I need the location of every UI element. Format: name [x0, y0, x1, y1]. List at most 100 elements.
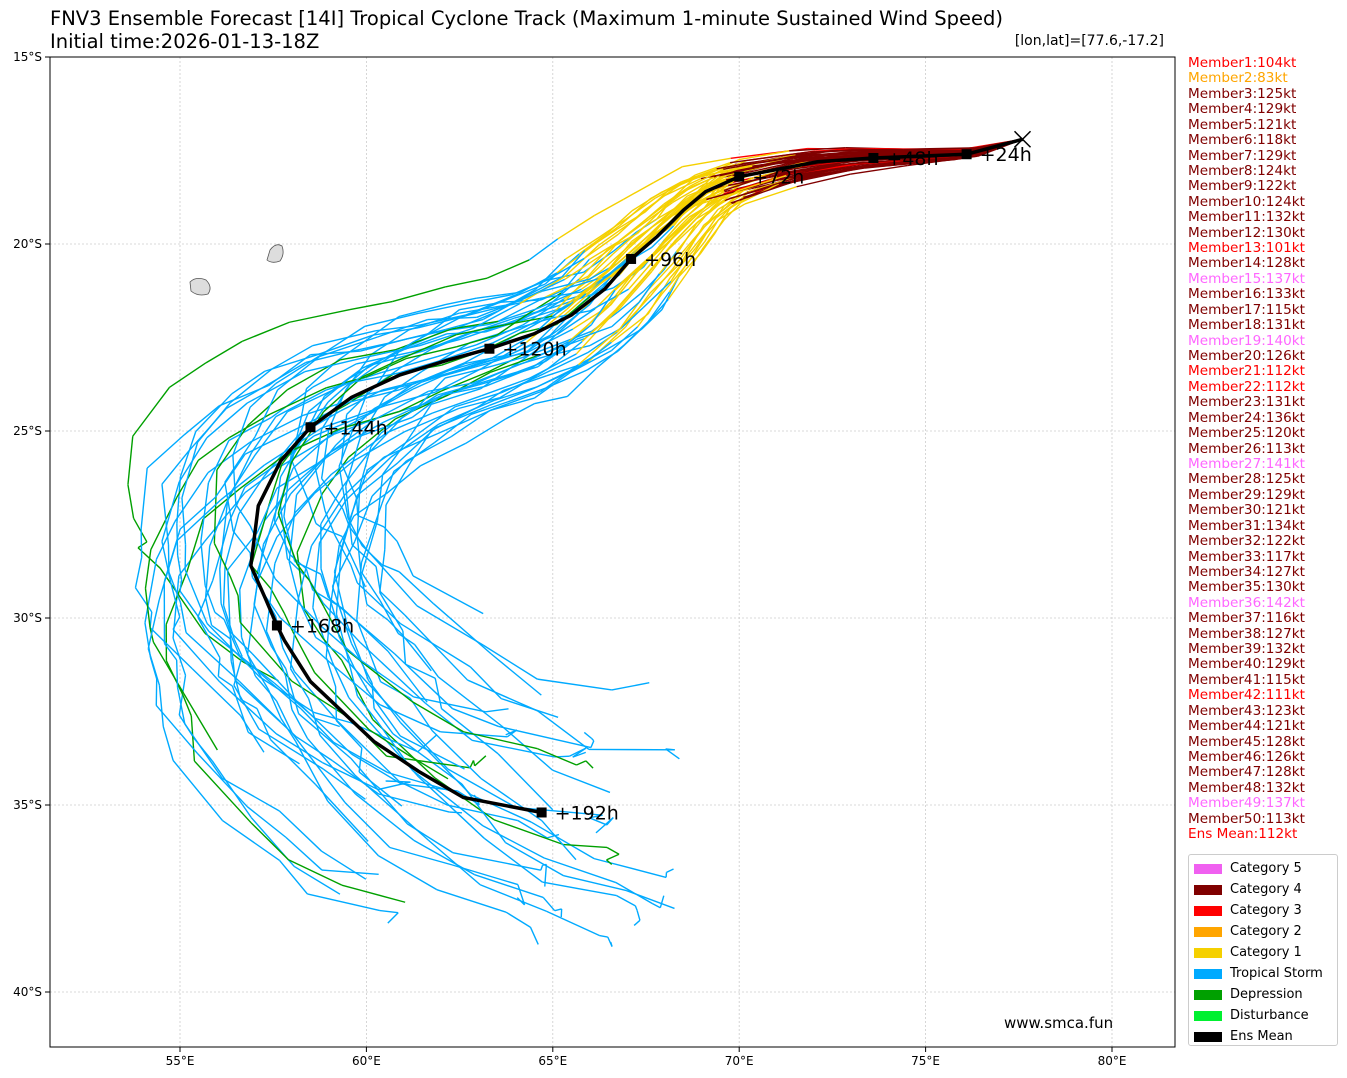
member-track-segment [364, 312, 419, 327]
member-track-segment [289, 598, 300, 669]
member-track-segment [408, 406, 456, 442]
member-track-segment [447, 768, 517, 809]
member-track-segment [644, 206, 677, 227]
member-track-segment [273, 520, 291, 556]
member-track-segment [228, 416, 273, 442]
member-track-segment [179, 579, 183, 592]
member-track-segment [332, 760, 379, 795]
member-track-segment [279, 437, 304, 478]
member-track-segment [686, 247, 704, 274]
member-track-segment [356, 562, 363, 620]
member-track-segment [350, 642, 373, 684]
member-track-segment [379, 592, 404, 632]
member-track-segment [254, 675, 278, 702]
y-tick-label: 40°S [13, 985, 42, 999]
member-track-segment [686, 179, 727, 197]
member-track-segment [450, 409, 491, 438]
member-entry: Member9:122kt [1188, 178, 1297, 195]
member-track-segment [393, 442, 435, 472]
member-track-segment [611, 280, 642, 316]
member-track-segment [649, 261, 682, 294]
member-track-segment [222, 605, 236, 640]
member-track-segment [387, 912, 399, 924]
member-track-segment [611, 682, 648, 691]
member-track-segment [563, 875, 627, 892]
member-track-segment [528, 238, 559, 261]
member-track-segment [494, 391, 541, 410]
x-tick-label: 70°E [725, 1054, 754, 1068]
chart-subtitle: Initial time:2026-01-13-18Z [50, 30, 320, 53]
initial-position-marker [1013, 130, 1032, 148]
member-track-segment [165, 663, 185, 694]
member-track-segment [647, 277, 671, 315]
member-track-segment [404, 614, 469, 681]
member-track-segment [220, 603, 232, 633]
member-track-segment [322, 527, 343, 538]
member-track-segment [179, 496, 216, 530]
member-track-segment [313, 412, 370, 437]
member-track-segment [461, 783, 507, 844]
member-entry: Member7:129kt [1188, 147, 1297, 164]
member-track-segment [633, 919, 641, 926]
member-track-segment [658, 249, 681, 275]
member-track-segment [593, 857, 667, 879]
member-track-segment [682, 157, 731, 168]
legend-label: Category 1 [1230, 945, 1302, 960]
member-track-segment [560, 250, 586, 279]
member-track-segment [350, 722, 419, 753]
member-entry: Member3:125kt [1188, 85, 1297, 102]
legend-item: Category 4 [1194, 879, 1337, 900]
member-track-segment [353, 666, 370, 693]
member-track-segment [431, 388, 481, 406]
member-track-segment [259, 676, 315, 713]
member-track-segment [239, 589, 243, 638]
member-track-segment [134, 557, 143, 588]
member-track-segment [162, 726, 174, 761]
member-track-segment [419, 442, 466, 467]
member-track-segment [335, 551, 342, 615]
member-track-segment [496, 314, 528, 336]
member-track-segment [546, 340, 583, 370]
member-track-segment [670, 252, 690, 282]
member-track-segment [368, 728, 408, 756]
member-track-segment [631, 203, 665, 232]
member-track-segment [413, 696, 486, 713]
member-track-segment [220, 464, 265, 501]
member-track-segment [419, 377, 446, 406]
member-track-segment [168, 571, 180, 599]
member-track-segment [566, 276, 603, 310]
member-track-segment [319, 734, 356, 776]
forecast-hour-label: +24h [980, 144, 1032, 166]
member-track-segment [445, 408, 495, 431]
legend-label: Category 2 [1230, 924, 1302, 939]
ens-mean-marker [484, 343, 495, 354]
member-track-segment [379, 591, 406, 616]
member-track-segment [381, 355, 438, 374]
member-track-segment [275, 733, 323, 764]
member-track-segment [601, 245, 638, 278]
member-entry: Member4:129kt [1188, 101, 1297, 118]
member-track-segment [594, 279, 625, 310]
member-entry: Member29:129kt [1188, 486, 1305, 503]
member-track-segment [327, 417, 377, 455]
member-track-segment [744, 186, 797, 205]
member-track-segment [270, 588, 285, 614]
member-track-segment [172, 760, 224, 822]
member-track-segment [865, 151, 960, 156]
member-track-segment [158, 540, 178, 601]
member-track-segment [398, 390, 442, 413]
legend-item: Tropical Storm [1194, 963, 1337, 984]
member-track-segment [642, 280, 672, 309]
member-track-segment [587, 239, 621, 277]
member-track-segment [340, 349, 396, 361]
member-track-segment [614, 266, 641, 291]
member-track-segment [262, 493, 292, 545]
member-track-segment [472, 361, 527, 384]
member-entry: Member22:112kt [1188, 378, 1305, 395]
member-track-segment [501, 299, 542, 303]
member-track-segment [552, 769, 611, 794]
member-track-segment [459, 304, 506, 314]
member-track-segment [669, 211, 700, 241]
member-track-segment [723, 155, 794, 171]
member-track-segment [323, 376, 364, 413]
